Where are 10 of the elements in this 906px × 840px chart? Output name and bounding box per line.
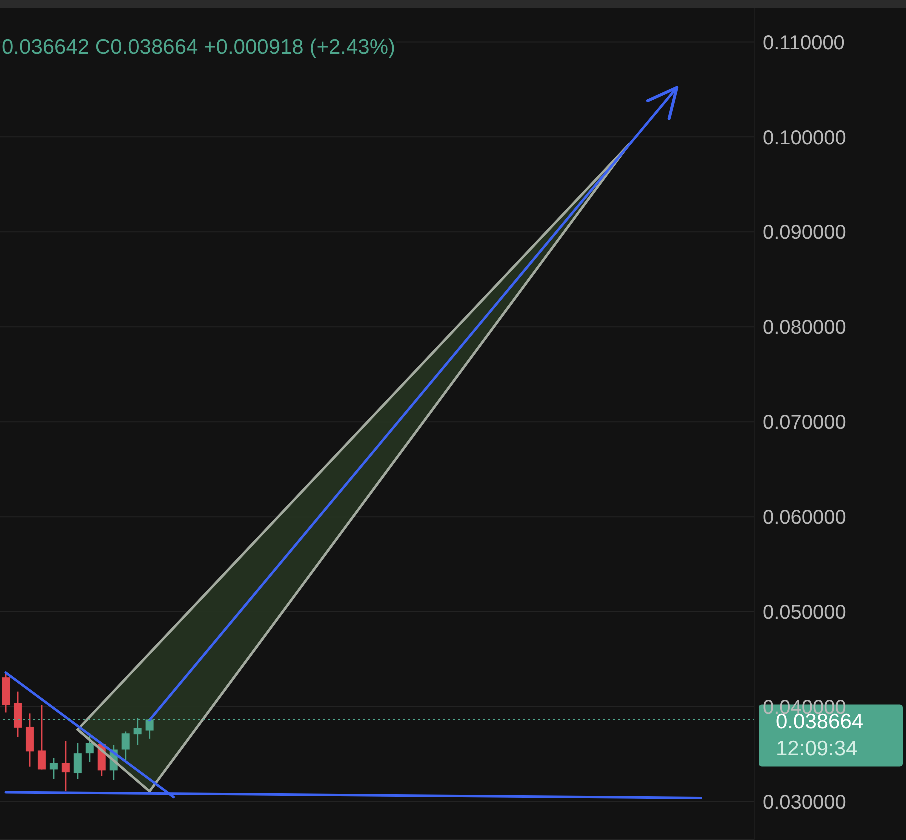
y-tick-label: 0.070000 [763, 412, 846, 434]
y-tick-label: 0.030000 [763, 792, 846, 814]
y-tick-label: 0.100000 [763, 127, 846, 150]
y-tick-label: 0.080000 [763, 317, 846, 340]
y-tick-label: 0.060000 [763, 507, 846, 530]
y-tick-label: 0.050000 [763, 602, 846, 624]
y-tick-label: 0.110000 [763, 32, 845, 54]
y-tick-label: 0.090000 [763, 222, 846, 244]
text: 12:09:34 [776, 738, 858, 761]
annotation: 0.036642 C0.038664 +0.000918 (+2.43%) [2, 36, 396, 60]
